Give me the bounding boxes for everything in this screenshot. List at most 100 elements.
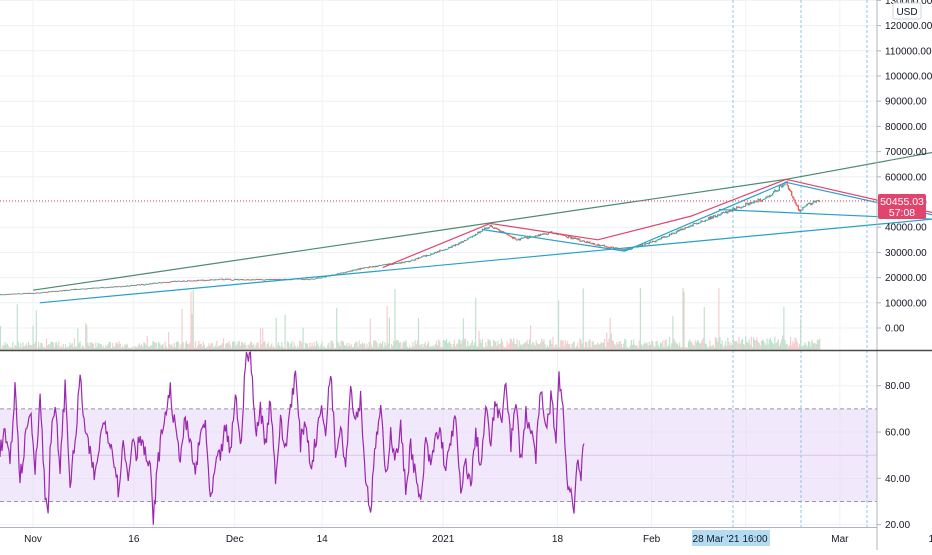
volume-bar xyxy=(299,340,301,350)
volume-bar xyxy=(594,344,597,350)
trendline-red[interactable] xyxy=(490,222,598,241)
candle-body xyxy=(250,279,253,281)
volume-bar xyxy=(341,341,343,350)
volume-bar xyxy=(614,344,616,350)
trendline-red[interactable] xyxy=(691,178,787,217)
candle-body xyxy=(449,247,451,248)
volume-bar xyxy=(730,342,732,350)
candle-body xyxy=(676,230,678,232)
trendline-green[interactable] xyxy=(785,119,932,180)
candle-body xyxy=(456,244,458,246)
volume-bar xyxy=(450,344,452,350)
candle-body xyxy=(478,231,480,233)
candle-body xyxy=(431,253,433,255)
candle-body xyxy=(396,263,398,264)
candle-body xyxy=(649,241,652,243)
volume-bar xyxy=(427,341,430,350)
candle-body xyxy=(746,203,748,204)
volume-bar xyxy=(615,345,617,350)
volume-bar xyxy=(385,345,387,350)
volume-bar xyxy=(277,342,280,350)
volume-bar xyxy=(415,344,417,350)
volume-bar xyxy=(731,344,733,350)
candle-body xyxy=(593,243,596,245)
volume-bar xyxy=(243,344,245,350)
candle-body xyxy=(542,233,544,235)
volume-bar xyxy=(489,340,491,350)
volume-bar xyxy=(698,341,700,350)
volume-bar xyxy=(396,340,398,350)
trendline-red[interactable] xyxy=(597,215,693,241)
trendline-green[interactable] xyxy=(32,178,787,291)
volume-bar xyxy=(487,339,489,350)
volume-bar xyxy=(509,338,512,350)
volume-bar xyxy=(287,342,290,350)
volume-bar xyxy=(680,347,682,350)
candle-body xyxy=(574,237,577,239)
volume-bar xyxy=(586,342,588,350)
volume-bar xyxy=(712,344,714,350)
candle-body xyxy=(254,279,256,281)
trendline-blue[interactable] xyxy=(624,181,787,252)
candle-body xyxy=(274,279,276,280)
volume-bar xyxy=(134,346,136,350)
candle-body xyxy=(0,294,2,296)
price-tick-label: 120000.00 xyxy=(885,21,932,32)
candle-body xyxy=(217,279,219,281)
candle-body xyxy=(226,278,228,280)
volume-bar xyxy=(624,339,626,350)
volume-bar xyxy=(588,340,590,350)
volume-bar xyxy=(550,339,552,350)
volume-bar xyxy=(94,348,96,350)
volume-bar xyxy=(266,344,268,350)
candle-body xyxy=(461,241,463,243)
volume-bar xyxy=(310,346,312,350)
volume-bar xyxy=(275,317,277,350)
candle-body xyxy=(424,255,426,257)
candle-body xyxy=(370,266,373,268)
volume-bar xyxy=(611,340,613,350)
volume-bar xyxy=(515,343,517,350)
candle-body xyxy=(257,279,259,280)
trendline-blue[interactable] xyxy=(39,202,932,304)
candle-body xyxy=(78,289,80,290)
volume-bar xyxy=(512,341,514,350)
candle-body xyxy=(234,279,236,280)
trendline-blue[interactable] xyxy=(483,229,625,252)
candle-body xyxy=(535,235,537,237)
candle-body xyxy=(26,293,28,294)
volume-bar xyxy=(742,344,745,350)
candle-body xyxy=(758,199,760,200)
volume-bar xyxy=(579,338,581,350)
trendline-red[interactable] xyxy=(382,222,491,269)
trendline-blue[interactable] xyxy=(718,208,932,223)
rsi-axis[interactable]: 20.00 40.00 60.00 80.00 xyxy=(877,381,910,531)
candle-body xyxy=(495,228,497,229)
volume-bar xyxy=(338,343,340,350)
volume-bar xyxy=(407,347,410,350)
volume-bar xyxy=(63,347,65,350)
candle-body xyxy=(117,286,119,288)
candle-body xyxy=(508,234,510,236)
volume-bar xyxy=(36,347,39,350)
volume-bar xyxy=(467,340,469,350)
volume-bar xyxy=(543,339,545,350)
volume-bar xyxy=(485,342,487,350)
candles[interactable] xyxy=(0,180,821,296)
candle-body xyxy=(64,290,67,292)
volume-bar xyxy=(295,348,297,350)
volume-bar xyxy=(191,314,193,350)
volume-bar xyxy=(673,338,675,350)
volume-bar xyxy=(374,340,376,350)
candle-body xyxy=(348,271,350,273)
candle-body xyxy=(318,277,320,279)
volume-bar xyxy=(226,343,228,350)
volume-bar xyxy=(775,343,777,350)
candle-body xyxy=(646,243,648,244)
candle-body xyxy=(53,290,55,292)
candle-body xyxy=(545,233,547,235)
rsi-line[interactable] xyxy=(0,351,585,525)
currency-badge[interactable]: USD xyxy=(892,2,922,20)
